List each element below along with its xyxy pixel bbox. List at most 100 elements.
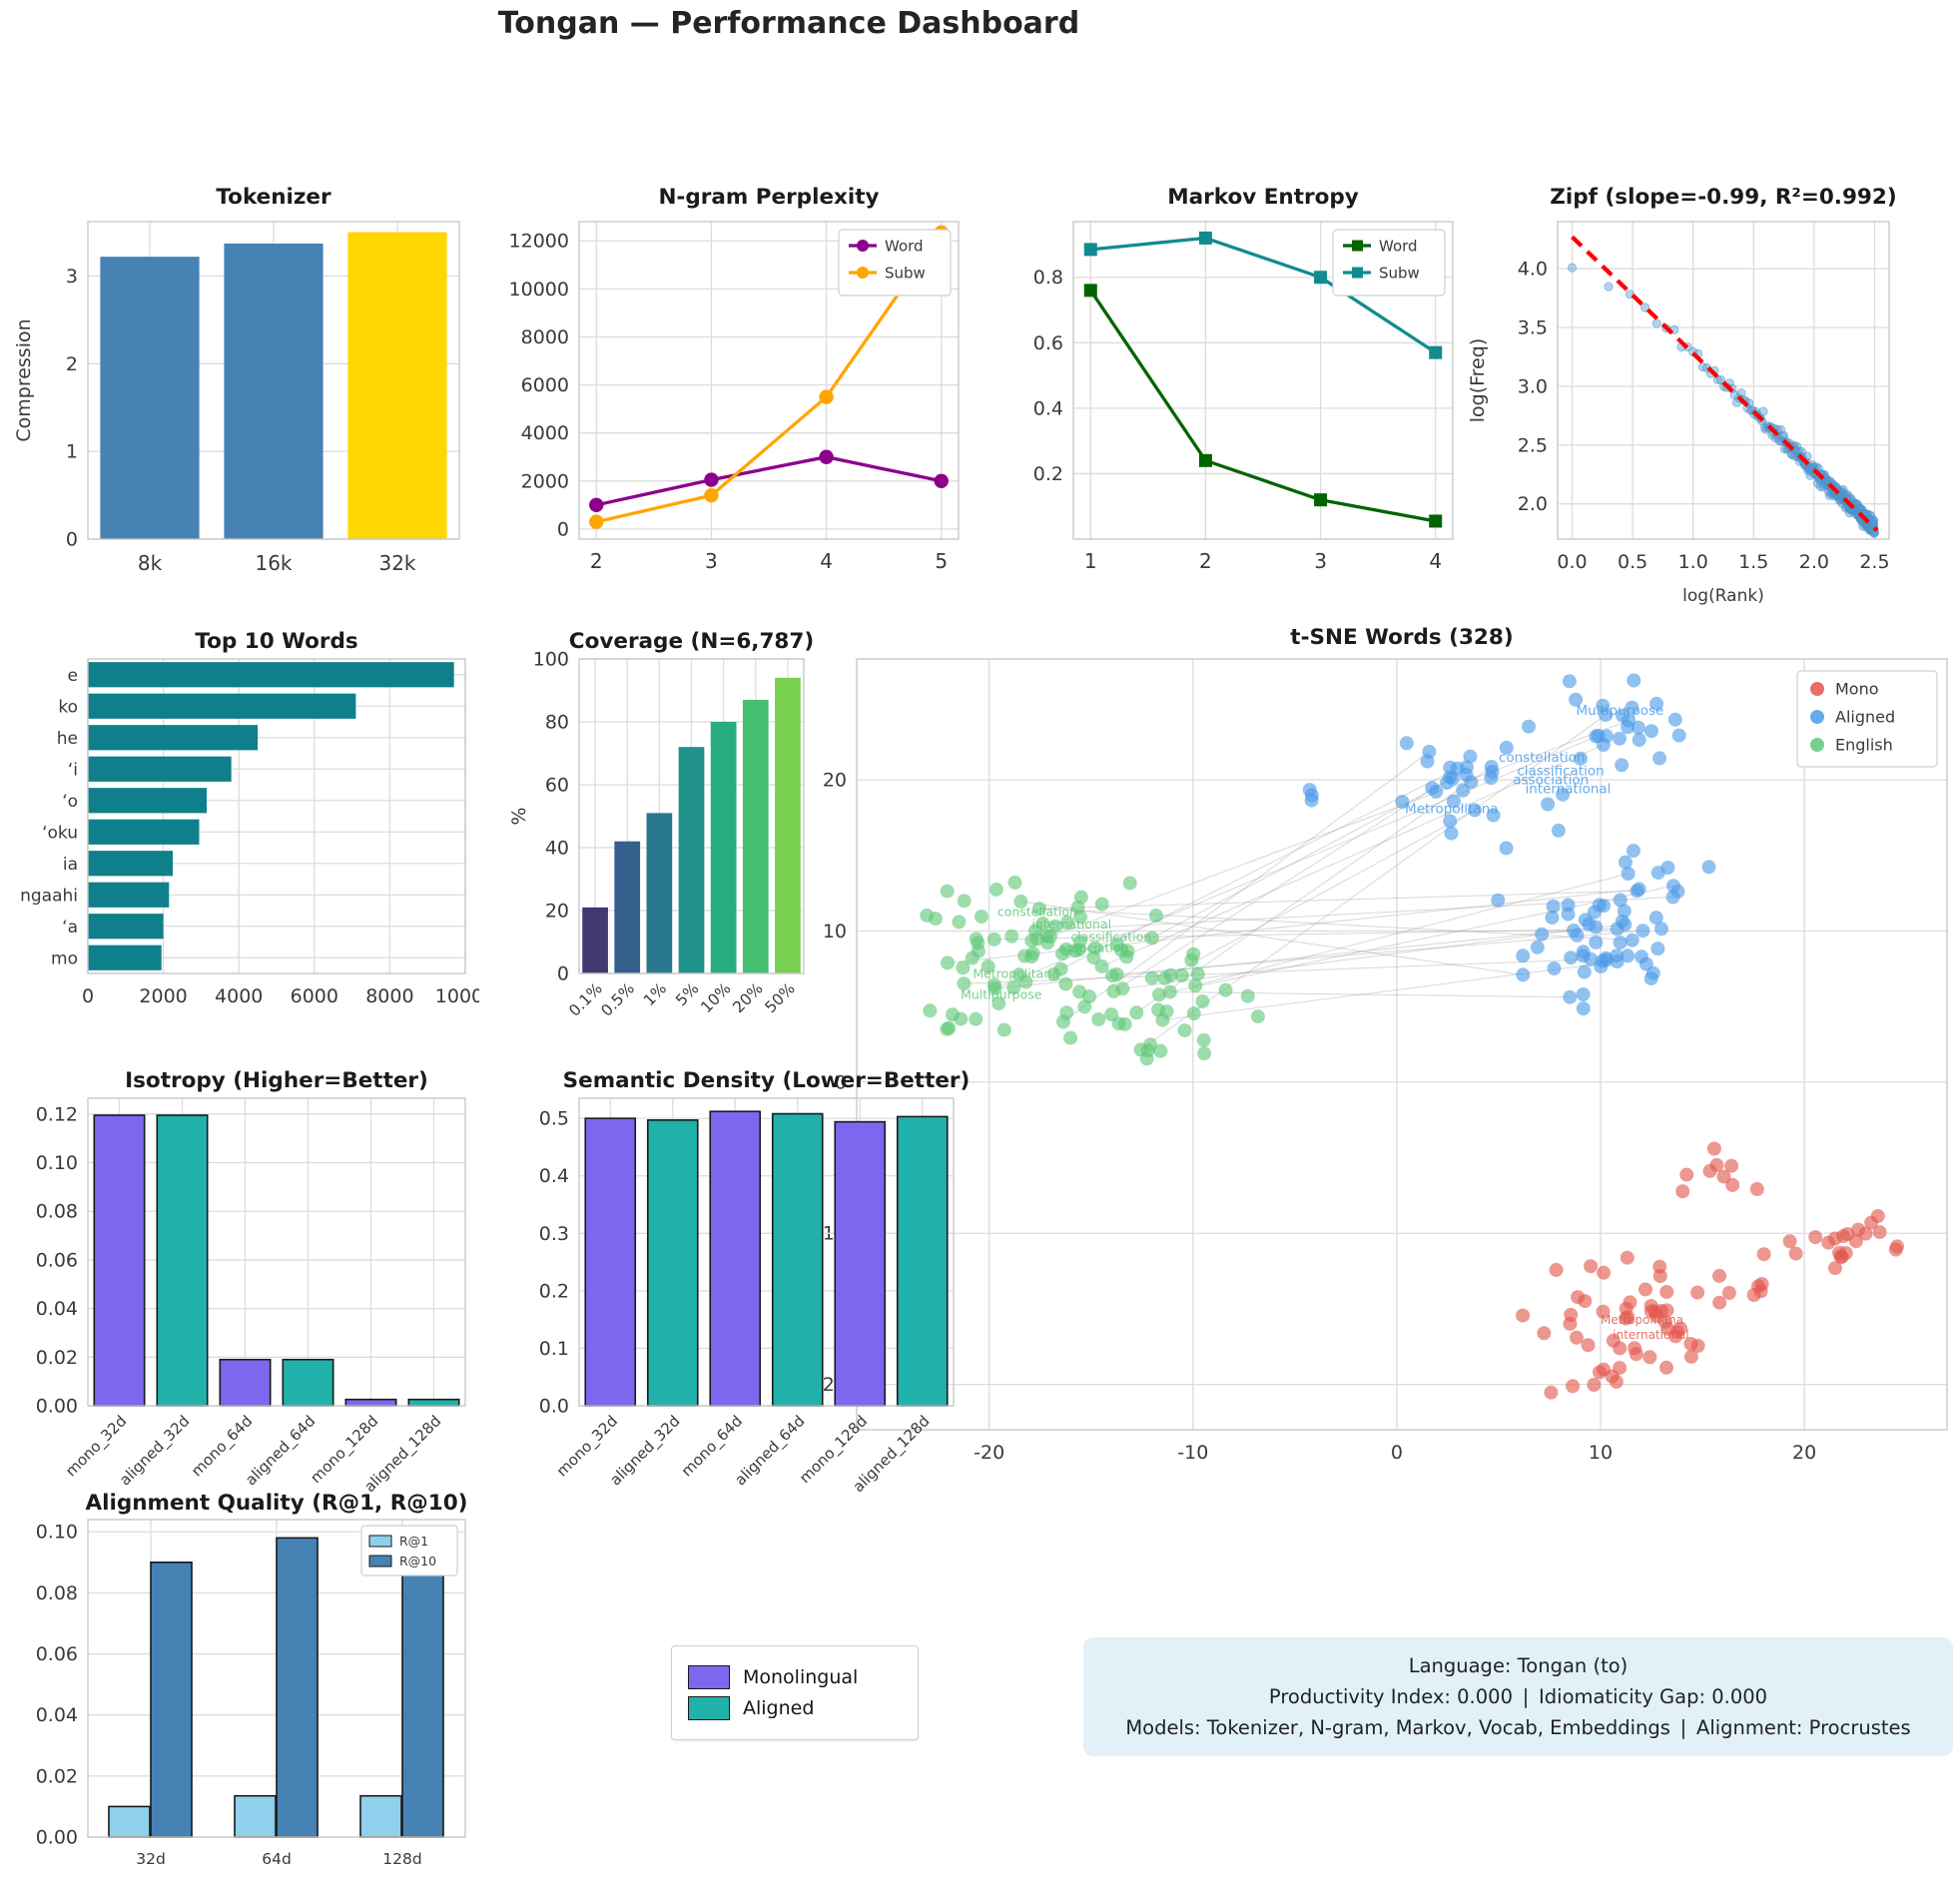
svg-text:1.0: 1.0	[1678, 551, 1708, 573]
svg-text:Word: Word	[885, 238, 924, 256]
info-line-language: Language: Tongan (to)	[1408, 1654, 1629, 1677]
svg-text:2: 2	[1199, 549, 1212, 573]
svg-text:he: he	[57, 729, 78, 749]
svg-text:6000: 6000	[521, 374, 569, 396]
svg-text:2000: 2000	[139, 985, 187, 1007]
svg-text:4.0: 4.0	[1518, 259, 1548, 281]
svg-text:constellation: constellation	[1499, 750, 1586, 766]
panel-coverage: Coverage (N=6,787)% 0 20 40 60 80 100 0.1% 0.5% 1…	[489, 614, 854, 1083]
svg-text:Top 10 Words: Top 10 Words	[195, 629, 357, 654]
svg-text:0.04: 0.04	[36, 1704, 78, 1726]
svg-text:0.5: 0.5	[539, 1108, 569, 1130]
panel-alignment-quality: Alignment Quality (R@1, R@10) 0.00 0.02 0.0…	[0, 1476, 479, 1883]
svg-text:Markov Entropy: Markov Entropy	[1167, 185, 1359, 210]
svg-text:t-SNE Words (328): t-SNE Words (328)	[1290, 625, 1513, 650]
svg-text:Subw: Subw	[1379, 265, 1420, 283]
svg-text:English: English	[1835, 736, 1893, 755]
svg-text:classification: classification	[1517, 764, 1604, 780]
shared-legend: Monolingual Aligned	[671, 1645, 919, 1740]
svg-text:ʻi: ʻi	[68, 760, 78, 780]
svg-text:Metropolitana: Metropolitana	[1405, 801, 1499, 817]
svg-text:1: 1	[66, 441, 78, 463]
svg-text:0: 0	[66, 529, 78, 551]
svg-text:2: 2	[66, 353, 78, 375]
svg-text:0.08: 0.08	[36, 1582, 78, 1604]
panel-ngram-perplexity: N-gram Perplexity 0 2000 4000 6000 8000 10000 1…	[489, 170, 969, 599]
svg-text:N-gram Perplexity: N-gram Perplexity	[658, 185, 879, 210]
svg-text:0.02: 0.02	[36, 1347, 78, 1369]
panel-markov-entropy: Markov Entropy 0.2 0.4 0.6 0.8 1 2 3 4 Word Subw	[983, 170, 1463, 599]
panel-isotropy: Isotropy (Higher=Better) 0.00 0.02 0.04 0.06…	[0, 1053, 479, 1513]
svg-text:4000: 4000	[521, 422, 569, 444]
svg-text:6000: 6000	[291, 985, 338, 1007]
svg-text:3.5: 3.5	[1518, 317, 1548, 339]
svg-text:0.3: 0.3	[539, 1223, 569, 1245]
svg-text:0.02: 0.02	[36, 1765, 78, 1787]
page-title: Tongan — Performance Dashboard	[497, 6, 1080, 41]
svg-text:Multipurpose: Multipurpose	[961, 987, 1042, 1002]
svg-text:20: 20	[1792, 1442, 1816, 1464]
tokenizer-chart: Tokenizer Compression 0 1 2 3 8k 16k 32k	[13, 185, 460, 575]
svg-text:2.0: 2.0	[1799, 551, 1829, 573]
svg-text:Semantic Density (Lower=Better: Semantic Density (Lower=Better)	[563, 1068, 971, 1093]
svg-text:0: 0	[835, 1071, 847, 1093]
svg-text:3: 3	[1314, 549, 1327, 573]
svg-text:3: 3	[66, 266, 78, 288]
svg-text:Compression: Compression	[13, 318, 35, 441]
svg-text:0.4: 0.4	[1033, 397, 1063, 419]
svg-text:constellation: constellation	[997, 904, 1077, 919]
svg-text:10000: 10000	[435, 985, 479, 1007]
panel-top-words: Top 10 Words 0 2000 4000 6000 8000 10000 e ko he ʻ…	[0, 614, 479, 1043]
monolingual-swatch	[688, 1665, 730, 1689]
svg-text:R@10: R@10	[399, 1554, 436, 1569]
info-line-models: Models: Tokenizer, N-gram, Markov, Vocab…	[1125, 1716, 1911, 1739]
svg-text:classification: classification	[1070, 929, 1151, 943]
svg-text:60: 60	[545, 775, 569, 797]
svg-text:0.06: 0.06	[36, 1643, 78, 1665]
svg-text:0.4: 0.4	[539, 1165, 569, 1187]
top-words-chart: Top 10 Words 0 2000 4000 6000 8000 10000 e ko he ʻ…	[20, 629, 479, 1007]
svg-text:0.6: 0.6	[1033, 332, 1063, 354]
svg-text:0.08: 0.08	[36, 1201, 78, 1223]
svg-text:log(Rank): log(Rank)	[1682, 586, 1764, 606]
svg-text:ia: ia	[63, 855, 78, 875]
svg-text:1.5: 1.5	[1738, 551, 1768, 573]
svg-text:16k: 16k	[255, 551, 292, 575]
svg-text:association: association	[1513, 773, 1589, 789]
svg-text:ngaahi: ngaahi	[20, 886, 78, 906]
svg-text:Alignment Quality (R@1, R@10): Alignment Quality (R@1, R@10)	[85, 1491, 467, 1516]
svg-text:10000: 10000	[509, 279, 569, 301]
svg-text:0.1: 0.1	[539, 1338, 569, 1360]
legend-item-monolingual: Monolingual	[688, 1665, 902, 1689]
svg-text:Multipurpose: Multipurpose	[1577, 703, 1664, 719]
svg-text:Coverage (N=6,787): Coverage (N=6,787)	[569, 629, 814, 654]
svg-text:4000: 4000	[215, 985, 263, 1007]
svg-text:8000: 8000	[521, 326, 569, 348]
svg-text:Zipf (slope=-0.99, R²=0.992): Zipf (slope=-0.99, R²=0.992)	[1550, 185, 1896, 210]
svg-text:0.5%: 0.5%	[597, 979, 638, 1020]
svg-text:Subw: Subw	[885, 265, 926, 283]
monolingual-label: Monolingual	[743, 1666, 859, 1688]
svg-text:8000: 8000	[365, 985, 413, 1007]
svg-text:1: 1	[1084, 549, 1097, 573]
svg-text:mo: mo	[51, 948, 78, 968]
markov-entropy-chart: Markov Entropy 0.2 0.4 0.6 0.8 1 2 3 4 Word Subw	[1033, 185, 1454, 573]
svg-text:-20: -20	[974, 1442, 1004, 1464]
svg-text:32k: 32k	[378, 551, 415, 575]
svg-text:3: 3	[705, 549, 718, 573]
alignment-quality-chart: Alignment Quality (R@1, R@10) 0.00 0.02 0.0…	[36, 1491, 468, 1868]
svg-text:Tokenizer: Tokenizer	[216, 185, 331, 210]
svg-text:-10: -10	[1177, 1442, 1208, 1464]
svg-text:0: 0	[1391, 1442, 1403, 1464]
svg-text:ʻoku: ʻoku	[42, 823, 78, 843]
svg-text:0.5: 0.5	[1618, 551, 1647, 573]
svg-text:20: 20	[545, 901, 569, 923]
svg-text:international: international	[1525, 782, 1611, 798]
svg-text:0.1%: 0.1%	[565, 979, 606, 1020]
ngram-perplexity-chart: N-gram Perplexity 0 2000 4000 6000 8000 10000 1…	[509, 185, 960, 573]
svg-text:0.04: 0.04	[36, 1298, 78, 1320]
svg-text:80: 80	[545, 712, 569, 734]
